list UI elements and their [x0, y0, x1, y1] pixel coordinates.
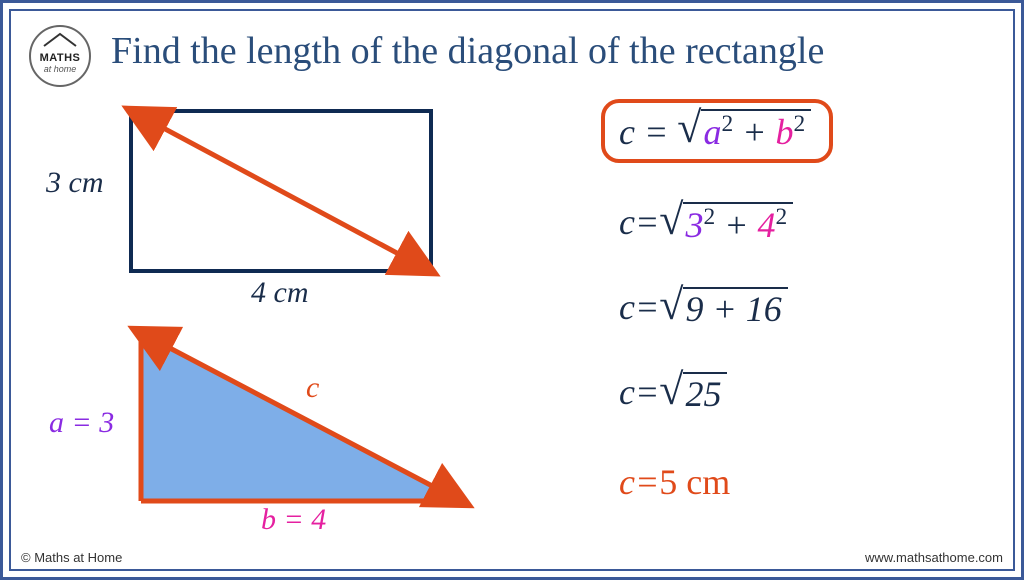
- eq1-eq: =: [635, 112, 677, 152]
- eq5-ans: 5 cm: [659, 461, 730, 503]
- formula-main: c = √a2 + b2: [601, 99, 833, 163]
- eq2-c: c: [619, 201, 635, 243]
- eq2-b: 4: [757, 205, 775, 245]
- rectangle-svg: [121, 101, 471, 301]
- eq2-radicand: 32 + 42: [683, 202, 793, 243]
- sqrt-icon: √: [677, 103, 701, 152]
- eq3-radicand: 9 + 16: [683, 287, 787, 327]
- outer-frame: MATHS at home Find the length of the dia…: [0, 0, 1024, 580]
- eq2-a-sq: 2: [703, 204, 715, 230]
- triangle-svg: [121, 311, 491, 531]
- formula-box: c = √a2 + b2: [601, 99, 833, 163]
- page-title: Find the length of the diagonal of the r…: [111, 29, 824, 73]
- eq1-b: b: [775, 112, 793, 152]
- rect-width-label: 4 cm: [251, 276, 308, 310]
- eq-answer: c = 5 cm: [619, 461, 730, 503]
- logo-text-bot: at home: [44, 64, 77, 74]
- footer-url: www.mathsathome.com: [865, 550, 1003, 565]
- eq-step2: c = √32 + 42: [619, 201, 793, 243]
- logo-text-top: MATHS: [40, 52, 81, 64]
- eq4-eq: =: [635, 371, 659, 413]
- eq3-eq: =: [635, 286, 659, 328]
- eq2-plus: +: [715, 205, 757, 245]
- logo: MATHS at home: [29, 25, 91, 87]
- eq5-c: c: [619, 461, 635, 503]
- sqrt-icon: √: [659, 375, 683, 406]
- rectangle-diagram: 3 cm 4 cm: [121, 101, 471, 306]
- eq1-a-sq: 2: [721, 111, 733, 137]
- logo-roof-icon: [40, 32, 80, 48]
- rect-height-label: 3 cm: [46, 166, 103, 200]
- eq1-c: c: [619, 112, 635, 152]
- eq2-eq: =: [635, 201, 659, 243]
- sqrt-icon: √: [659, 290, 683, 321]
- footer-copyright: © Maths at Home: [21, 550, 122, 565]
- triangle-b-label: b = 4: [261, 503, 326, 537]
- eq5-eq: =: [635, 461, 659, 503]
- eq1-plus: +: [733, 112, 775, 152]
- eq1-b-sq: 2: [793, 111, 805, 137]
- eq3-c: c: [619, 286, 635, 328]
- triangle-a-label: a = 3: [49, 406, 114, 440]
- eq-step3: c = √9 + 16: [619, 286, 788, 328]
- rect-diagonal: [139, 115, 423, 267]
- eq1-radicand: a2 + b2: [701, 109, 811, 150]
- eq2-a: 3: [685, 205, 703, 245]
- sqrt-icon: √: [659, 205, 683, 236]
- eq4-c: c: [619, 371, 635, 413]
- eq1-a: a: [703, 112, 721, 152]
- eq-step4: c = √25: [619, 371, 727, 413]
- eq4-radicand: 25: [683, 372, 727, 412]
- triangle-c-label: c: [306, 371, 319, 405]
- inner-frame: MATHS at home Find the length of the dia…: [9, 9, 1015, 571]
- triangle-diagram: c a = 3 b = 4: [121, 311, 491, 536]
- eq2-b-sq: 2: [775, 204, 787, 230]
